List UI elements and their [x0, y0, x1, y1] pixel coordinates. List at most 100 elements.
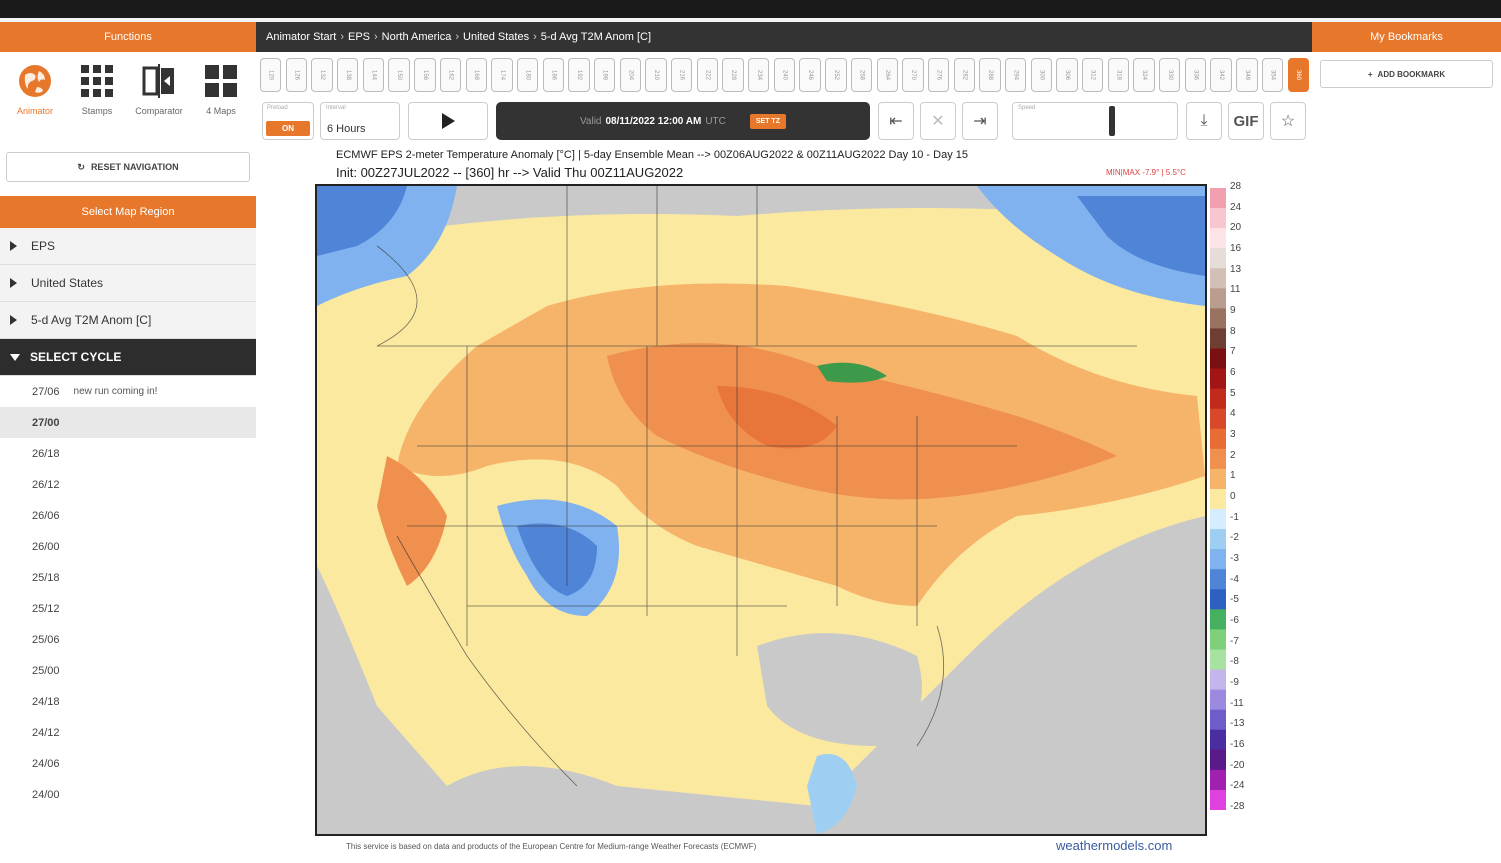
- cycle-item[interactable]: 24/12: [0, 717, 256, 748]
- cycle-item[interactable]: 26/12: [0, 469, 256, 500]
- frame-button[interactable]: 264: [876, 58, 898, 92]
- cycle-item[interactable]: 24/18: [0, 686, 256, 717]
- animator-label: Animator: [16, 106, 53, 116]
- add-bookmark-button[interactable]: + ADD BOOKMARK: [1320, 60, 1493, 88]
- frame-button[interactable]: 120: [260, 58, 282, 92]
- comparator-button[interactable]: Comparator: [131, 62, 187, 142]
- clear-button[interactable]: ✕: [920, 102, 956, 140]
- frame-button[interactable]: 162: [439, 58, 462, 92]
- frame-button[interactable]: 126: [285, 58, 308, 92]
- animator-button[interactable]: Animator: [7, 62, 63, 142]
- frame-button[interactable]: 270: [902, 58, 924, 92]
- frame-button[interactable]: 168: [465, 58, 487, 92]
- frame-button[interactable]: 228: [722, 58, 744, 92]
- frame-button[interactable]: 360: [1287, 58, 1309, 92]
- frame-button[interactable]: 330: [1159, 58, 1181, 92]
- frame-button[interactable]: 234: [748, 58, 770, 92]
- first-frame-button[interactable]: ⇤: [878, 102, 914, 140]
- frame-button[interactable]: 144: [362, 58, 385, 92]
- frame-button[interactable]: 192: [568, 58, 590, 92]
- frame-button[interactable]: 240: [773, 58, 796, 92]
- color-scale-swatch: [1210, 388, 1226, 410]
- frame-button[interactable]: 210: [645, 58, 667, 92]
- frame-button[interactable]: 282: [953, 58, 975, 92]
- cycle-item[interactable]: 25/18: [0, 562, 256, 593]
- breadcrumb-item[interactable]: Animator Start: [266, 31, 337, 43]
- color-scale-swatch: [1210, 328, 1226, 350]
- frame-button[interactable]: 318: [1107, 58, 1130, 92]
- frame-button[interactable]: 342: [1210, 58, 1232, 92]
- grid-icon: [78, 62, 116, 100]
- frame-button[interactable]: 306: [1056, 58, 1078, 92]
- color-scale-swatch: [1210, 789, 1226, 810]
- color-scale-swatch: [1210, 709, 1226, 731]
- accordion-eps[interactable]: EPS: [0, 228, 256, 265]
- gif-button[interactable]: GIF: [1228, 102, 1264, 140]
- stamps-button[interactable]: Stamps: [69, 62, 125, 142]
- breadcrumb-item[interactable]: EPS: [347, 31, 370, 43]
- preload-toggle[interactable]: Preload ON: [262, 102, 314, 140]
- frame-button[interactable]: 276: [927, 58, 950, 92]
- map-min-max: MIN|MAX -7.9° | 5.5°C: [1106, 168, 1186, 177]
- cycle-item[interactable]: 24/06: [0, 748, 256, 779]
- frame-button[interactable]: 156: [414, 58, 436, 92]
- accordion-united-states[interactable]: United States: [0, 265, 256, 302]
- play-button[interactable]: [408, 102, 488, 140]
- frame-button[interactable]: 180: [516, 58, 539, 92]
- color-scale-swatch: [1210, 488, 1226, 510]
- frame-button[interactable]: 216: [671, 58, 693, 92]
- bookmark-star-button[interactable]: ☆: [1270, 102, 1306, 140]
- speed-slider[interactable]: Speed: [1012, 102, 1178, 140]
- bookmarks-panel: My Bookmarks + ADD BOOKMARK: [1312, 22, 1501, 863]
- color-scale-swatch: [1210, 629, 1226, 650]
- frame-button[interactable]: 198: [593, 58, 616, 92]
- download-button[interactable]: ⤓: [1186, 102, 1222, 140]
- frame-button[interactable]: 312: [1082, 58, 1104, 92]
- breadcrumb-item[interactable]: 5-d Avg T2M Anom [C]: [540, 31, 652, 43]
- four-maps-icon: [202, 62, 240, 100]
- cycle-item[interactable]: 25/12: [0, 593, 256, 624]
- frame-button[interactable]: 300: [1030, 58, 1053, 92]
- last-frame-button[interactable]: ⇥: [962, 102, 998, 140]
- brand-link[interactable]: weathermodels.com: [1056, 838, 1173, 853]
- cycle-item[interactable]: 26/00: [0, 531, 256, 562]
- color-scale-swatch: [1210, 248, 1226, 269]
- frame-button[interactable]: 246: [799, 58, 821, 92]
- accordion-parameter[interactable]: 5-d Avg T2M Anom [C]: [0, 302, 256, 339]
- frame-button[interactable]: 222: [696, 58, 719, 92]
- frame-button[interactable]: 252: [825, 58, 847, 92]
- frame-button[interactable]: 150: [388, 58, 410, 92]
- comparator-label: Comparator: [135, 106, 183, 116]
- plus-icon: +: [1367, 69, 1373, 79]
- frame-button[interactable]: 258: [850, 58, 873, 92]
- reset-navigation-button[interactable]: ↻ RESET NAVIGATION: [6, 152, 250, 182]
- cycle-item[interactable]: 24/00: [0, 779, 256, 810]
- frame-button[interactable]: 336: [1184, 58, 1207, 92]
- frame-button[interactable]: 294: [1004, 58, 1027, 92]
- four-maps-button[interactable]: 4 Maps: [193, 62, 249, 142]
- interval-select[interactable]: Interval 6 Hours: [320, 102, 400, 140]
- frame-button[interactable]: 186: [542, 58, 564, 92]
- cycle-item[interactable]: 26/06: [0, 500, 256, 531]
- cycle-item[interactable]: 25/00: [0, 655, 256, 686]
- frame-button[interactable]: 348: [1236, 58, 1258, 92]
- cycle-item[interactable]: 27/06 new run coming in!: [0, 376, 256, 407]
- frame-button[interactable]: 204: [619, 58, 642, 92]
- frame-button[interactable]: 354: [1261, 58, 1284, 92]
- frame-button[interactable]: 138: [337, 58, 359, 92]
- cycle-item[interactable]: 26/18: [0, 438, 256, 469]
- breadcrumb-item[interactable]: United States: [463, 31, 530, 43]
- breadcrumb: Animator Start › EPS › North America › United …: [256, 22, 1312, 52]
- frame-button[interactable]: 174: [491, 58, 513, 92]
- frame-button[interactable]: 324: [1133, 58, 1155, 92]
- breadcrumb-item[interactable]: North America: [381, 31, 452, 43]
- set-tz-button[interactable]: SET TZ: [749, 113, 786, 129]
- frame-button[interactable]: 288: [979, 58, 1001, 92]
- cycle-item[interactable]: 25/06: [0, 624, 256, 655]
- cycle-item[interactable]: 27/00: [0, 407, 256, 438]
- color-scale-label: -9: [1230, 677, 1239, 688]
- speed-slider-handle[interactable]: [1109, 106, 1115, 136]
- accordion-select-cycle[interactable]: SELECT CYCLE: [0, 339, 256, 376]
- temperature-anomaly-map[interactable]: [315, 184, 1207, 836]
- frame-button[interactable]: 132: [311, 58, 333, 92]
